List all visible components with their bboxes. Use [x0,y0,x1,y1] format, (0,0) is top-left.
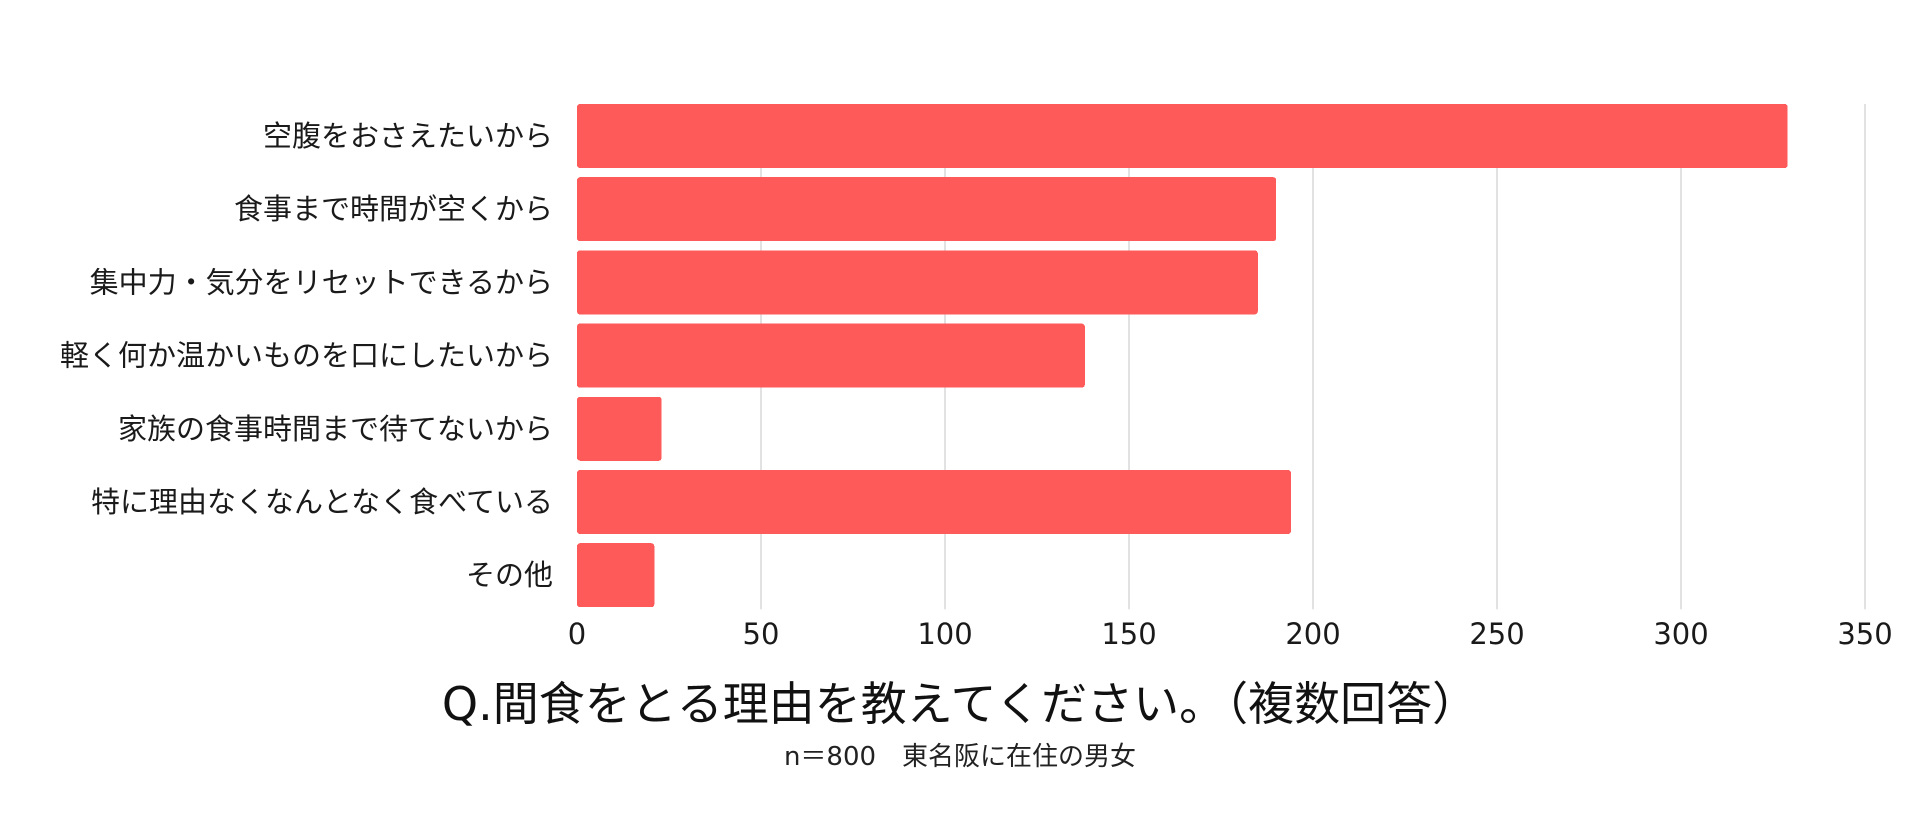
category-labels: 空腹をおさえたいから食事まで時間が空くから集中力・気分をリセットできるから軽く何… [60,119,553,592]
x-tick-label: 50 [743,617,780,651]
x-tick-label: 100 [917,617,972,651]
chart-title: Q.間食をとる理由を教えてください。（複数回答） [442,677,1478,731]
bar [577,177,1277,242]
bar [577,396,662,461]
x-tick-label: 150 [1101,617,1156,651]
category-label: その他 [466,558,553,592]
bar [577,323,1085,388]
x-axis-tick-labels: 0 50 100 150 200 250 300 350 [568,617,1893,651]
x-tick-label: 300 [1653,617,1708,651]
x-tick-label: 0 [568,617,586,651]
category-label: 空腹をおさえたいから [263,119,553,153]
category-label: 食事まで時間が空くから [234,192,553,226]
x-tick-label: 250 [1469,617,1524,651]
x-tick-label: 350 [1837,617,1892,651]
bar [577,543,655,608]
chart-subtitle: n＝800 東名阪に在住の男女 [784,742,1136,772]
bar [577,470,1291,534]
bar-layer [577,104,1788,608]
category-label: 集中力・気分をリセットできるから [90,265,553,299]
x-tick-label: 200 [1285,617,1340,651]
category-label: 家族の食事時間まで待てないから [118,412,553,446]
bar [577,104,1788,168]
category-label: 軽く何か温かいものを口にしたいから [60,339,553,373]
bar [577,250,1258,315]
category-label: 特に理由なくなんとなく食べている [91,485,553,519]
